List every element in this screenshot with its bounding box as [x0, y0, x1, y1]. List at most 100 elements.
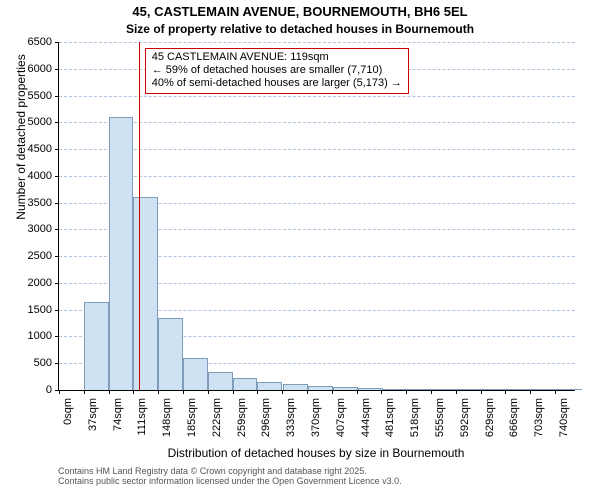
- annotation-line-2: 40% of semi-detached houses are larger (…: [152, 77, 402, 90]
- x-tick-mark: [59, 390, 60, 394]
- x-tick-label: 370sqm: [310, 398, 322, 448]
- x-tick-label: 185sqm: [186, 398, 198, 448]
- chart-container: 45, CASTLEMAIN AVENUE, BOURNEMOUTH, BH6 …: [0, 0, 600, 500]
- y-tick-mark: [55, 96, 59, 97]
- x-tick-label: 259sqm: [236, 398, 248, 448]
- histogram-bar: [507, 389, 532, 390]
- x-axis-label: Distribution of detached houses by size …: [58, 446, 574, 460]
- x-tick-mark: [257, 390, 258, 394]
- x-tick-mark: [481, 390, 482, 394]
- x-tick-mark: [307, 390, 308, 394]
- x-tick-label: 74sqm: [112, 398, 124, 448]
- y-tick-mark: [55, 363, 59, 364]
- x-tick-mark: [357, 390, 358, 394]
- y-tick-label: 500: [20, 357, 52, 369]
- x-tick-label: 148sqm: [161, 398, 173, 448]
- x-tick-mark: [233, 390, 234, 394]
- x-tick-label: 703sqm: [533, 398, 545, 448]
- y-tick-label: 5000: [20, 116, 52, 128]
- attribution-line-0: Contains HM Land Registry data © Crown c…: [58, 466, 402, 476]
- x-tick-label: 222sqm: [211, 398, 223, 448]
- x-tick-mark: [555, 390, 556, 394]
- marker-annotation: 45 CASTLEMAIN AVENUE: 119sqm ← 59% of de…: [145, 48, 409, 94]
- y-tick-label: 3000: [20, 223, 52, 235]
- y-tick-mark: [55, 69, 59, 70]
- y-tick-label: 5500: [20, 90, 52, 102]
- chart-subtitle: Size of property relative to detached ho…: [0, 22, 600, 36]
- histogram-bar: [333, 387, 358, 390]
- x-tick-label: 111sqm: [136, 398, 148, 448]
- y-tick-label: 4000: [20, 170, 52, 182]
- x-tick-mark: [406, 390, 407, 394]
- annotation-line-0: 45 CASTLEMAIN AVENUE: 119sqm: [152, 51, 402, 64]
- histogram-bar: [208, 372, 233, 390]
- x-tick-mark: [282, 390, 283, 394]
- x-tick-label: 37sqm: [87, 398, 99, 448]
- y-gridline: [59, 42, 575, 43]
- x-tick-label: 481sqm: [384, 398, 396, 448]
- x-tick-label: 740sqm: [558, 398, 570, 448]
- x-tick-mark: [133, 390, 134, 394]
- histogram-bar: [432, 389, 457, 390]
- histogram-bar: [407, 389, 432, 390]
- x-tick-label: 592sqm: [459, 398, 471, 448]
- histogram-bar: [84, 302, 109, 390]
- x-tick-mark: [109, 390, 110, 394]
- x-tick-mark: [84, 390, 85, 394]
- y-tick-label: 2500: [20, 250, 52, 262]
- x-tick-label: 629sqm: [484, 398, 496, 448]
- histogram-bar: [457, 389, 482, 390]
- histogram-bar: [557, 389, 582, 390]
- y-tick-label: 4500: [20, 143, 52, 155]
- x-tick-mark: [183, 390, 184, 394]
- y-tick-label: 2000: [20, 277, 52, 289]
- histogram-bar: [233, 378, 258, 390]
- histogram-bar: [532, 389, 557, 390]
- x-tick-label: 518sqm: [409, 398, 421, 448]
- attribution: Contains HM Land Registry data © Crown c…: [58, 466, 402, 487]
- x-tick-mark: [158, 390, 159, 394]
- histogram-bar: [109, 117, 134, 390]
- y-tick-mark: [55, 176, 59, 177]
- x-tick-label: 296sqm: [260, 398, 272, 448]
- y-gridline: [59, 96, 575, 97]
- x-tick-label: 0sqm: [62, 398, 74, 448]
- x-tick-mark: [456, 390, 457, 394]
- x-tick-mark: [505, 390, 506, 394]
- histogram-bar: [183, 358, 208, 390]
- x-tick-mark: [208, 390, 209, 394]
- y-tick-mark: [55, 256, 59, 257]
- annotation-line-1: ← 59% of detached houses are smaller (7,…: [152, 64, 402, 77]
- x-tick-mark: [431, 390, 432, 394]
- x-tick-mark: [530, 390, 531, 394]
- y-tick-mark: [55, 122, 59, 123]
- x-tick-label: 555sqm: [434, 398, 446, 448]
- histogram-bar: [133, 197, 158, 390]
- marker-line: [139, 42, 140, 390]
- attribution-line-1: Contains public sector information licen…: [58, 476, 402, 486]
- y-tick-label: 6500: [20, 36, 52, 48]
- x-tick-mark: [381, 390, 382, 394]
- y-tick-label: 1000: [20, 330, 52, 342]
- y-gridline: [59, 122, 575, 123]
- y-tick-label: 0: [20, 384, 52, 396]
- y-tick-mark: [55, 310, 59, 311]
- x-tick-label: 666sqm: [508, 398, 520, 448]
- y-tick-label: 1500: [20, 304, 52, 316]
- plot-area: 45 CASTLEMAIN AVENUE: 119sqm ← 59% of de…: [58, 42, 575, 391]
- y-tick-mark: [55, 203, 59, 204]
- y-gridline: [59, 176, 575, 177]
- histogram-bar: [158, 318, 183, 390]
- histogram-bar: [383, 389, 408, 390]
- x-tick-mark: [332, 390, 333, 394]
- y-tick-label: 6000: [20, 63, 52, 75]
- histogram-bar: [283, 384, 308, 390]
- y-tick-mark: [55, 336, 59, 337]
- y-tick-mark: [55, 229, 59, 230]
- y-tick-mark: [55, 283, 59, 284]
- x-tick-label: 407sqm: [335, 398, 347, 448]
- histogram-bar: [257, 382, 282, 390]
- y-gridline: [59, 149, 575, 150]
- chart-title: 45, CASTLEMAIN AVENUE, BOURNEMOUTH, BH6 …: [0, 4, 600, 19]
- histogram-bar: [308, 386, 333, 390]
